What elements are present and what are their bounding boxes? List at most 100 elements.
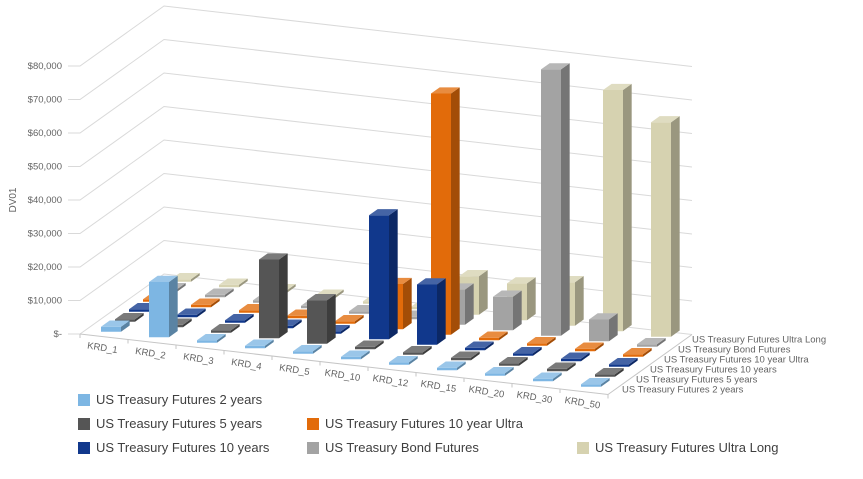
gridline xyxy=(68,172,693,235)
bar-front-face xyxy=(479,337,499,341)
bar-top-face xyxy=(507,277,536,284)
bar-side-face xyxy=(513,290,522,331)
legend-label: US Treasury Futures 5 years xyxy=(96,416,263,431)
bar xyxy=(149,275,178,338)
legend-label: US Treasury Futures 10 years xyxy=(96,440,270,455)
bar xyxy=(527,337,556,346)
bar-top-face xyxy=(609,358,638,365)
bar-front-face xyxy=(225,320,245,323)
bar-side-face xyxy=(375,340,384,350)
bar-front-face xyxy=(513,353,533,356)
y-tick-label: $40,000 xyxy=(28,195,62,206)
bar-top-face xyxy=(115,313,144,320)
bar-side-face xyxy=(553,372,562,382)
bar-front-face xyxy=(485,373,505,376)
category-label: KRD_20 xyxy=(468,384,505,400)
bar-side-face xyxy=(595,342,604,352)
bar-top-face xyxy=(595,368,624,375)
bar-top-face xyxy=(403,346,432,353)
bar-side-face xyxy=(197,308,206,318)
gridline xyxy=(68,72,693,134)
bar-front-face xyxy=(341,356,361,360)
bar-top-face xyxy=(177,308,206,315)
category-label: KRD_1 xyxy=(86,340,118,356)
bar-top-face xyxy=(293,345,322,352)
bar-front-face xyxy=(589,319,609,342)
y-tick-label: $20,000 xyxy=(28,262,62,273)
category-label: KRD_15 xyxy=(420,379,457,395)
bar-front-face xyxy=(547,368,567,372)
bar-side-face xyxy=(265,339,274,349)
gridline xyxy=(68,239,693,302)
bar-side-face xyxy=(527,277,536,321)
y-axis-title: DV01 xyxy=(8,187,19,212)
bar-side-face xyxy=(547,337,556,346)
legend-swatch xyxy=(78,394,90,406)
bar-side-face xyxy=(657,338,666,347)
bar-top-face xyxy=(101,320,130,327)
bar-front-face xyxy=(437,367,457,371)
bar xyxy=(541,63,570,336)
bar-front-face xyxy=(389,362,409,365)
bar xyxy=(403,346,432,355)
bar-top-face xyxy=(171,273,200,280)
bar-front-face xyxy=(527,343,547,346)
bar-front-face xyxy=(101,326,121,332)
bar-top-face xyxy=(197,334,226,341)
gridline xyxy=(68,206,693,268)
bar xyxy=(637,338,666,347)
bar-side-face xyxy=(609,313,618,342)
y-tick-label: $70,000 xyxy=(28,95,62,106)
y-tick-label: $80,000 xyxy=(28,61,62,72)
bar xyxy=(561,352,590,362)
bar-side-face xyxy=(121,320,130,332)
bar-top-face xyxy=(561,352,590,359)
legend-item: US Treasury Futures 2 years xyxy=(78,393,262,407)
legend-label: US Treasury Futures 10 year Ultra xyxy=(325,416,523,431)
series-axis-label: US Treasury Futures 2 years xyxy=(622,385,744,396)
bar-side-face xyxy=(519,357,528,366)
bar xyxy=(533,372,562,382)
bar xyxy=(115,313,144,322)
bar-front-face xyxy=(219,284,239,288)
bar xyxy=(581,378,610,387)
bar-front-face xyxy=(335,321,355,324)
bar-top-face xyxy=(581,378,610,385)
bar-front-face xyxy=(603,90,623,332)
bar-front-face xyxy=(533,378,553,382)
bar xyxy=(465,341,494,351)
legend-label: US Treasury Bond Futures xyxy=(325,440,479,455)
bar-top-face xyxy=(637,338,666,345)
bar-side-face xyxy=(485,341,494,351)
bar-front-face xyxy=(369,215,389,340)
bar-side-face xyxy=(361,350,370,360)
bar xyxy=(197,334,226,343)
bar-front-face xyxy=(177,314,197,318)
bar xyxy=(417,278,446,345)
bar xyxy=(451,351,480,361)
bar xyxy=(575,342,604,352)
bar-front-face xyxy=(651,122,671,337)
bar xyxy=(293,345,322,354)
bar-top-face xyxy=(259,253,288,260)
bar-front-face xyxy=(499,363,519,366)
bar-top-face xyxy=(389,356,418,363)
bar-top-face xyxy=(547,362,576,369)
bar-side-face xyxy=(423,346,432,355)
bar xyxy=(219,278,248,288)
bar-front-face xyxy=(637,344,657,347)
bar-front-face xyxy=(581,384,601,387)
category-label: KRD_50 xyxy=(564,395,601,411)
bar xyxy=(479,331,508,341)
bar-top-face xyxy=(431,87,460,94)
bar-side-face xyxy=(239,278,248,288)
legend-item: US Treasury Bond Futures xyxy=(307,441,479,455)
series-axis-label: US Treasury Futures 10 years xyxy=(650,365,777,376)
bar-side-face xyxy=(623,83,632,332)
bar-side-face xyxy=(245,314,254,323)
bar xyxy=(245,339,274,349)
bar xyxy=(437,361,466,371)
bar-front-face xyxy=(211,330,231,333)
gridline xyxy=(68,139,693,201)
